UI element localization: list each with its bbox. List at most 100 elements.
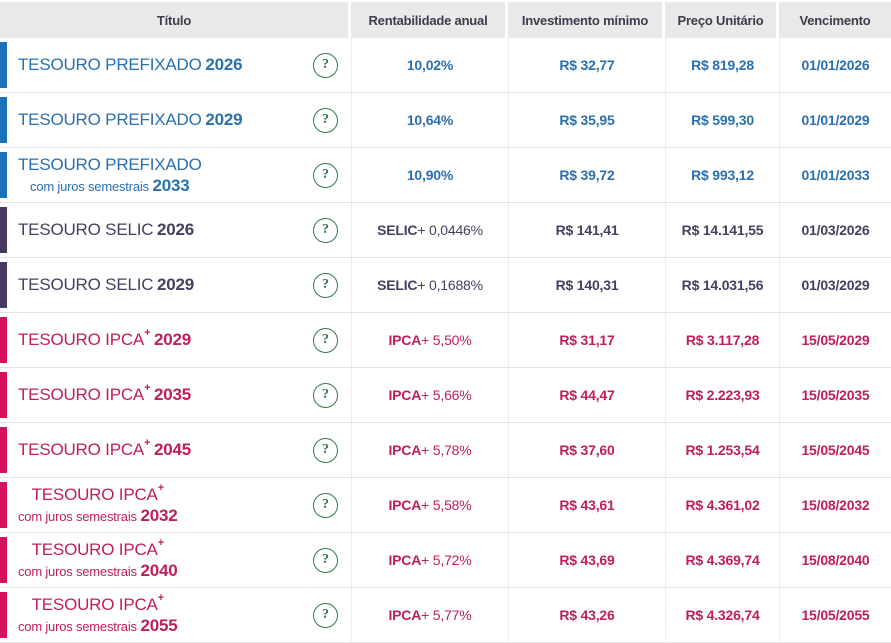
bond-accent-bar <box>0 97 7 143</box>
bond-plus-superscript: + <box>144 437 151 450</box>
unit-price: R$ 14.031,56 <box>665 258 779 312</box>
bond-subtitle: com juros semestrais <box>18 563 137 579</box>
min-investment: R$ 43,26 <box>508 588 665 642</box>
unit-price: R$ 4.369,74 <box>665 533 779 587</box>
bond-title: TESOURO IPCA+ 2035 <box>18 382 192 405</box>
bond-row[interactable]: TESOURO IPCA+ 2035 ? IPCA + 5,66% R$ 44,… <box>0 368 891 423</box>
bond-row[interactable]: TESOURO IPCA+ com juros semestrais 2040 … <box>0 533 891 588</box>
help-icon[interactable]: ? <box>313 217 338 243</box>
bond-name: TESOURO IPCA <box>31 539 158 559</box>
help-icon[interactable]: ? <box>313 52 338 78</box>
maturity-date: 15/05/2035 <box>779 368 891 422</box>
maturity-date: 15/05/2045 <box>779 423 891 477</box>
bond-title-cell: TESOURO IPCA+ 2029 ? <box>0 313 351 367</box>
bond-accent-bar <box>0 372 7 418</box>
bond-name: TESOURO PREFIXADO <box>18 110 202 130</box>
column-header-preco-unitario: Preço Unitário <box>665 2 779 38</box>
bond-plus-superscript: + <box>144 382 151 395</box>
bond-title-cell: TESOURO IPCA+ 2035 ? <box>0 368 351 422</box>
annual-rate: SELIC + 0,1688% <box>351 258 508 312</box>
help-icon[interactable]: ? <box>313 492 338 518</box>
bond-title-line1: TESOURO SELIC 2029 <box>18 275 194 295</box>
bond-row[interactable]: TESOURO SELIC 2029 ? SELIC + 0,1688% R$ … <box>0 258 891 313</box>
bond-name: TESOURO PREFIXADO <box>18 154 202 174</box>
bond-title-cell: TESOURO SELIC 2026 ? <box>0 203 351 257</box>
rate-value: + 5,72% <box>421 552 472 568</box>
bond-year: 2029 <box>205 110 243 130</box>
bond-title-line1: TESOURO IPCA+ 2045 <box>18 437 192 460</box>
rate-index-name: IPCA <box>388 332 422 348</box>
help-icon[interactable]: ? <box>313 107 338 133</box>
bond-year: 2032 <box>140 505 178 525</box>
rate-index-name: IPCA <box>388 607 422 623</box>
bond-title-line2: com juros semestrais 2032 <box>18 506 178 526</box>
min-investment: R$ 140,31 <box>508 258 665 312</box>
maturity-date: 01/01/2033 <box>779 148 891 202</box>
bond-title: TESOURO PREFIXADO 2029 <box>18 110 243 130</box>
bond-year: 2055 <box>140 615 178 635</box>
bond-title-cell: TESOURO IPCA+ 2045 ? <box>0 423 351 477</box>
annual-rate: IPCA + 5,50% <box>351 313 508 367</box>
maturity-date: 01/01/2029 <box>779 93 891 147</box>
column-header-titulo: Título <box>0 2 351 38</box>
bond-title: TESOURO IPCA+ com juros semestrais 2055 <box>18 592 178 635</box>
rate-value: + 5,50% <box>421 332 472 348</box>
bond-name: TESOURO IPCA <box>18 440 145 460</box>
rate-value: + 0,1688% <box>417 277 483 293</box>
min-investment: R$ 43,69 <box>508 533 665 587</box>
bond-title-line1: TESOURO PREFIXADO <box>18 155 202 175</box>
maturity-date: 15/08/2032 <box>779 478 891 532</box>
bond-title-cell: TESOURO IPCA+ com juros semestrais 2055 … <box>0 588 351 642</box>
column-header-rentabilidade: Rentabilidade anual <box>351 2 508 38</box>
maturity-date: 15/05/2029 <box>779 313 891 367</box>
bond-row[interactable]: TESOURO PREFIXADO 2029 ? 10,64% R$ 35,95… <box>0 93 891 148</box>
help-icon[interactable]: ? <box>313 162 338 188</box>
bond-title-cell: TESOURO PREFIXADO 2029 ? <box>0 93 351 147</box>
help-icon[interactable]: ? <box>313 382 338 408</box>
bond-row[interactable]: TESOURO IPCA+ 2045 ? IPCA + 5,78% R$ 37,… <box>0 423 891 478</box>
bond-row[interactable]: TESOURO IPCA+ com juros semestrais 2032 … <box>0 478 891 533</box>
bond-title-line1: TESOURO PREFIXADO 2029 <box>18 110 243 130</box>
min-investment: R$ 35,95 <box>508 93 665 147</box>
bond-title-cell: TESOURO PREFIXADO 2026 ? <box>0 38 351 92</box>
bond-year: 2045 <box>154 440 192 460</box>
bond-row[interactable]: TESOURO IPCA+ com juros semestrais 2055 … <box>0 588 891 643</box>
bond-name: TESOURO IPCA <box>31 484 158 504</box>
bond-title-line1: TESOURO IPCA+ <box>18 482 178 505</box>
bond-year: 2040 <box>140 560 178 580</box>
rate-value: + 5,58% <box>421 497 472 513</box>
bond-year: 2026 <box>205 55 243 75</box>
bond-title: TESOURO PREFIXADO 2026 <box>18 55 243 75</box>
bond-accent-bar <box>0 317 7 363</box>
bond-name: TESOURO SELIC <box>18 275 154 295</box>
bond-row[interactable]: TESOURO PREFIXADO 2026 ? 10,02% R$ 32,77… <box>0 38 891 93</box>
bond-year: 2033 <box>152 175 190 195</box>
help-icon[interactable]: ? <box>313 272 338 298</box>
rate-index-name: IPCA <box>388 387 422 403</box>
bond-plus-superscript: + <box>144 327 151 340</box>
bond-accent-bar <box>0 482 7 528</box>
bond-title-line1: TESOURO IPCA+ 2035 <box>18 382 192 405</box>
bond-row[interactable]: TESOURO SELIC 2026 ? SELIC + 0,0446% R$ … <box>0 203 891 258</box>
bond-row[interactable]: TESOURO IPCA+ 2029 ? IPCA + 5,50% R$ 31,… <box>0 313 891 368</box>
help-icon[interactable]: ? <box>313 327 338 353</box>
bond-year: 2035 <box>154 385 192 405</box>
min-investment: R$ 32,77 <box>508 38 665 92</box>
bond-row[interactable]: TESOURO PREFIXADO com juros semestrais 2… <box>0 148 891 203</box>
bond-name: TESOURO SELIC <box>18 220 154 240</box>
bond-title: TESOURO SELIC 2026 <box>18 220 194 240</box>
help-icon[interactable]: ? <box>313 437 338 463</box>
min-investment: R$ 39,72 <box>508 148 665 202</box>
maturity-date: 01/01/2026 <box>779 38 891 92</box>
rate-value: + 5,78% <box>421 442 472 458</box>
annual-rate: IPCA + 5,58% <box>351 478 508 532</box>
bond-plus-superscript: + <box>157 536 164 549</box>
help-icon[interactable]: ? <box>313 547 338 573</box>
bond-subtitle: com juros semestrais <box>30 178 149 194</box>
help-icon[interactable]: ? <box>313 602 338 628</box>
min-investment: R$ 43,61 <box>508 478 665 532</box>
annual-rate: IPCA + 5,77% <box>351 588 508 642</box>
bond-title: TESOURO IPCA+ 2045 <box>18 437 192 460</box>
bond-year: 2029 <box>157 275 195 295</box>
annual-rate: IPCA + 5,78% <box>351 423 508 477</box>
